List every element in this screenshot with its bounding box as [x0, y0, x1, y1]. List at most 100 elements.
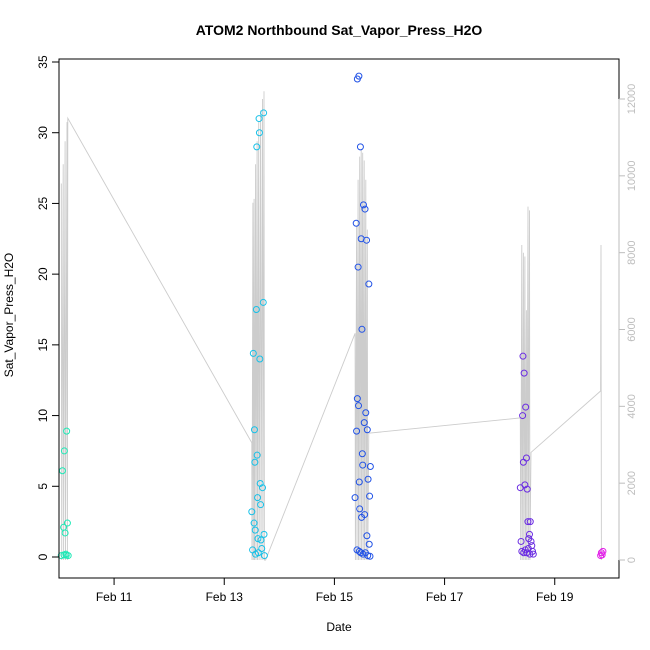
- data-point: [352, 219, 360, 227]
- y-tick-label: 25: [36, 196, 50, 210]
- data-point: [256, 355, 264, 363]
- data-point: [365, 540, 373, 548]
- data-point: [599, 547, 607, 555]
- data-point: [366, 492, 374, 500]
- data-point: [354, 263, 362, 271]
- y2-tick-label: 6000: [626, 317, 638, 341]
- data-point: [363, 426, 371, 434]
- data-point: [249, 349, 257, 357]
- y2-tick-label: 0: [626, 557, 638, 563]
- x-tick-label: Feb 11: [96, 590, 133, 604]
- data-point: [353, 395, 361, 403]
- data-point: [257, 501, 265, 509]
- data-point: [258, 484, 266, 492]
- data-point: [253, 143, 261, 151]
- data-point: [250, 519, 258, 527]
- data-point: [351, 494, 359, 502]
- y2-tick-label: 12000: [626, 84, 638, 115]
- x-tick-label: Feb 19: [536, 590, 574, 604]
- data-point: [529, 550, 537, 558]
- data-point: [250, 426, 258, 434]
- data-point: [526, 518, 534, 526]
- data-point: [355, 402, 363, 410]
- data-point: [525, 530, 533, 538]
- y-tick-label: 30: [36, 126, 50, 140]
- data-point: [366, 552, 374, 560]
- data-point: [362, 409, 370, 417]
- data-point: [260, 530, 268, 538]
- data-point: [358, 450, 366, 458]
- data-point: [63, 519, 71, 527]
- data-point: [519, 352, 527, 360]
- data-point: [60, 447, 68, 455]
- data-point: [260, 109, 268, 117]
- data-point: [519, 412, 527, 420]
- right-series-layer: [60, 91, 602, 561]
- data-point: [251, 458, 259, 466]
- left-series-layer: [57, 72, 607, 560]
- data-point: [598, 551, 606, 559]
- series-line: [60, 91, 602, 561]
- data-point: [366, 462, 374, 470]
- data-point: [526, 550, 534, 558]
- data-point: [248, 508, 256, 516]
- data-point: [527, 537, 535, 545]
- data-point: [355, 478, 363, 486]
- data-point: [255, 115, 263, 123]
- data-point: [57, 552, 65, 560]
- data-point: [355, 72, 363, 80]
- data-point: [253, 451, 261, 459]
- data-point: [363, 236, 371, 244]
- y-tick-label: 10: [36, 409, 50, 423]
- data-point: [523, 485, 531, 493]
- data-point: [260, 552, 268, 560]
- axes-layer: Feb 11 Feb 13 Feb 15 Feb 17 Feb 19 0 5 10 15 20 25…: [36, 55, 638, 604]
- data-point: [252, 306, 260, 313]
- y2-tick-label: 2000: [626, 471, 638, 495]
- y2-tick-label: 4000: [626, 394, 638, 418]
- data-point: [255, 129, 263, 137]
- data-point: [365, 280, 373, 288]
- x-axis-label: Date: [326, 620, 352, 634]
- data-point: [356, 143, 364, 151]
- data-point: [61, 529, 69, 537]
- data-point: [258, 545, 266, 553]
- data-point: [361, 205, 369, 213]
- x-tick-label: Feb 13: [206, 590, 244, 604]
- data-point: [359, 201, 367, 209]
- data-point: [62, 551, 70, 559]
- y2-tick-label: 8000: [626, 240, 638, 264]
- y-tick-label: 5: [36, 483, 50, 490]
- chart-title: ATOM2 Northbound Sat_Vapor_Press_H2O: [196, 22, 483, 38]
- data-point: [257, 536, 265, 544]
- data-point: [251, 526, 259, 534]
- data-point: [360, 419, 368, 427]
- data-point: [364, 475, 372, 483]
- data-point: [259, 298, 267, 306]
- data-point: [517, 537, 525, 545]
- y-tick-label: 35: [36, 55, 50, 69]
- y2-tick-label: 10000: [626, 161, 638, 192]
- y-tick-label: 20: [36, 267, 50, 281]
- data-point: [361, 511, 369, 519]
- data-point: [522, 403, 530, 411]
- data-point: [353, 427, 361, 435]
- data-point: [524, 518, 532, 526]
- data-point: [254, 494, 262, 502]
- data-point: [356, 505, 364, 513]
- x-tick-label: Feb 17: [426, 590, 464, 604]
- data-point: [358, 325, 366, 333]
- data-point: [63, 427, 71, 435]
- data-point: [359, 461, 367, 469]
- data-point: [520, 369, 528, 377]
- y-axis-label: Sat_Vapor_Press_H2O: [2, 253, 16, 378]
- x-tick-label: Feb 15: [316, 590, 354, 604]
- data-point: [522, 454, 530, 462]
- y-tick-label: 15: [36, 338, 50, 352]
- y-tick-label: 0: [36, 553, 50, 560]
- data-point: [254, 549, 262, 557]
- data-point: [363, 532, 371, 540]
- data-point: [518, 547, 526, 555]
